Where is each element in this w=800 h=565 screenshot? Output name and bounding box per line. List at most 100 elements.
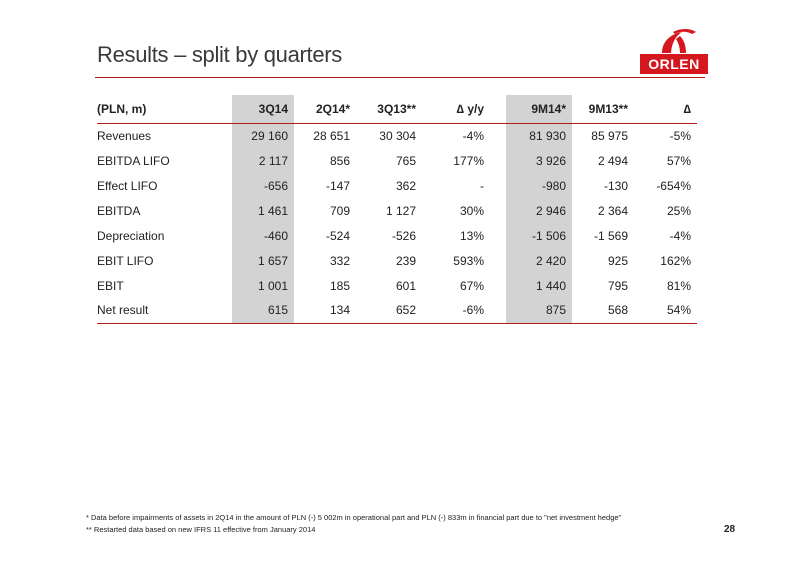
table-cell: 2 494 [597, 153, 628, 168]
table-cell: 30 304 [379, 128, 416, 143]
row-label: Depreciation [97, 228, 165, 243]
table-cell: 925 [607, 253, 628, 268]
table-cell: 1 127 [385, 203, 416, 218]
column-header: 9M14* [506, 95, 572, 123]
column-gap [490, 223, 506, 248]
table-cell: 177% [453, 153, 484, 168]
column-gap [490, 248, 506, 273]
column-header: (PLN, m) [97, 101, 147, 116]
table-cell: -460 [232, 223, 294, 248]
table-cell: 81% [666, 278, 691, 293]
column-gap [490, 198, 506, 223]
table-cell: -147 [325, 178, 350, 193]
table-row: EBIT 1 001 185 601 67% 1 440 795 81% [97, 273, 697, 298]
column-gap [490, 148, 506, 173]
table-cell: 2 420 [506, 248, 572, 273]
table-cell: 601 [395, 278, 416, 293]
table-row: Depreciation -460 -524 -526 13% -1 506 -… [97, 223, 697, 248]
table-cell: -6% [462, 303, 484, 318]
table-cell: -4% [462, 128, 484, 143]
table-row: EBIT LIFO 1 657 332 239 593% 2 420 925 1… [97, 248, 697, 273]
table-cell: 13% [459, 228, 484, 243]
table-cell: -654% [656, 178, 691, 193]
table-cell: 856 [329, 153, 350, 168]
table-cell: 3 926 [506, 148, 572, 173]
table-cell: 332 [329, 253, 350, 268]
row-label: Revenues [97, 128, 152, 143]
table-cell: 28 651 [313, 128, 350, 143]
table-cell: 875 [506, 298, 572, 323]
row-label: EBITDA LIFO [97, 153, 170, 168]
table-cell: 2 946 [506, 198, 572, 223]
table-cell: 568 [607, 303, 628, 318]
table-row: Revenues 29 160 28 651 30 304 -4% 81 930… [97, 123, 697, 148]
table-cell: -524 [325, 228, 350, 243]
table-cell: 362 [395, 178, 416, 193]
table-cell: 1 001 [232, 273, 294, 298]
table-cell: 1 657 [232, 248, 294, 273]
table-cell: 709 [329, 203, 350, 218]
footnote: ** Restarted data based on new IFRS 11 e… [86, 525, 316, 534]
table-cell: 652 [395, 303, 416, 318]
table-cell: -1 506 [506, 223, 572, 248]
table-cell: 29 160 [232, 123, 294, 148]
column-gap [490, 173, 506, 198]
table-cell: 30% [459, 203, 484, 218]
row-label: EBIT [97, 278, 124, 293]
column-header: 9M13** [588, 101, 628, 116]
row-label: EBIT LIFO [97, 253, 154, 268]
column-gap [490, 298, 506, 323]
table-cell: 25% [666, 203, 691, 218]
orlen-eagle-icon [662, 29, 696, 53]
table-cell: -5% [669, 128, 691, 143]
column-gap [490, 95, 506, 123]
page-title: Results – split by quarters [97, 42, 343, 67]
table-cell: 57% [666, 153, 691, 168]
table-cell: 54% [666, 303, 691, 318]
table-row: EBITDA 1 461 709 1 127 30% 2 946 2 364 2… [97, 198, 697, 223]
table-cell: 2 117 [232, 148, 294, 173]
footnote: * Data before impairments of assets in 2… [86, 513, 622, 522]
column-header: 2Q14* [315, 101, 350, 116]
row-label: EBITDA [97, 203, 141, 218]
page-number: 28 [724, 524, 736, 535]
column-header: ∆ [683, 101, 691, 116]
table-cell: 185 [329, 278, 350, 293]
column-header: 3Q14 [232, 95, 294, 123]
table-cell: 615 [232, 298, 294, 323]
table-cell: 67% [459, 278, 484, 293]
footnotes: * Data before impairments of assets in 2… [86, 512, 621, 536]
table-cell: 593% [453, 253, 484, 268]
results-table: (PLN, m) 3Q14 2Q14* 3Q13** ∆ y/y 9M14* 9… [97, 95, 697, 324]
table-cell: 134 [329, 303, 350, 318]
table-cell: -526 [391, 228, 416, 243]
table-cell: 1 461 [232, 198, 294, 223]
table-cell: -130 [603, 178, 628, 193]
column-gap [490, 273, 506, 298]
table-cell: 85 975 [591, 128, 628, 143]
table-cell: 765 [395, 153, 416, 168]
table-cell: -980 [506, 173, 572, 198]
table-cell: -656 [232, 173, 294, 198]
table-cell: 81 930 [506, 123, 572, 148]
table-row: EBITDA LIFO 2 117 856 765 177% 3 926 2 4… [97, 148, 697, 173]
table-header-row: (PLN, m) 3Q14 2Q14* 3Q13** ∆ y/y 9M14* 9… [97, 95, 697, 123]
column-header: 3Q13** [377, 101, 416, 116]
table-cell: 795 [607, 278, 628, 293]
table-row: Effect LIFO -656 -147 362 - -980 -130 -6… [97, 173, 697, 198]
orlen-logo: ORLEN [640, 26, 708, 76]
table-cell: 239 [395, 253, 416, 268]
table-cell: -4% [669, 228, 691, 243]
row-label: Effect LIFO [97, 178, 158, 193]
row-label: Net result [97, 303, 149, 318]
column-header: ∆ y/y [456, 101, 484, 116]
column-gap [490, 123, 506, 148]
title-divider [95, 77, 705, 78]
orlen-wordmark: ORLEN [640, 54, 708, 74]
table-cell: 162% [660, 253, 691, 268]
table-cell: -1 569 [593, 228, 628, 243]
table-row: Net result 615 134 652 -6% 875 568 54% [97, 298, 697, 323]
table-cell: 2 364 [597, 203, 628, 218]
table-cell: - [480, 178, 484, 193]
